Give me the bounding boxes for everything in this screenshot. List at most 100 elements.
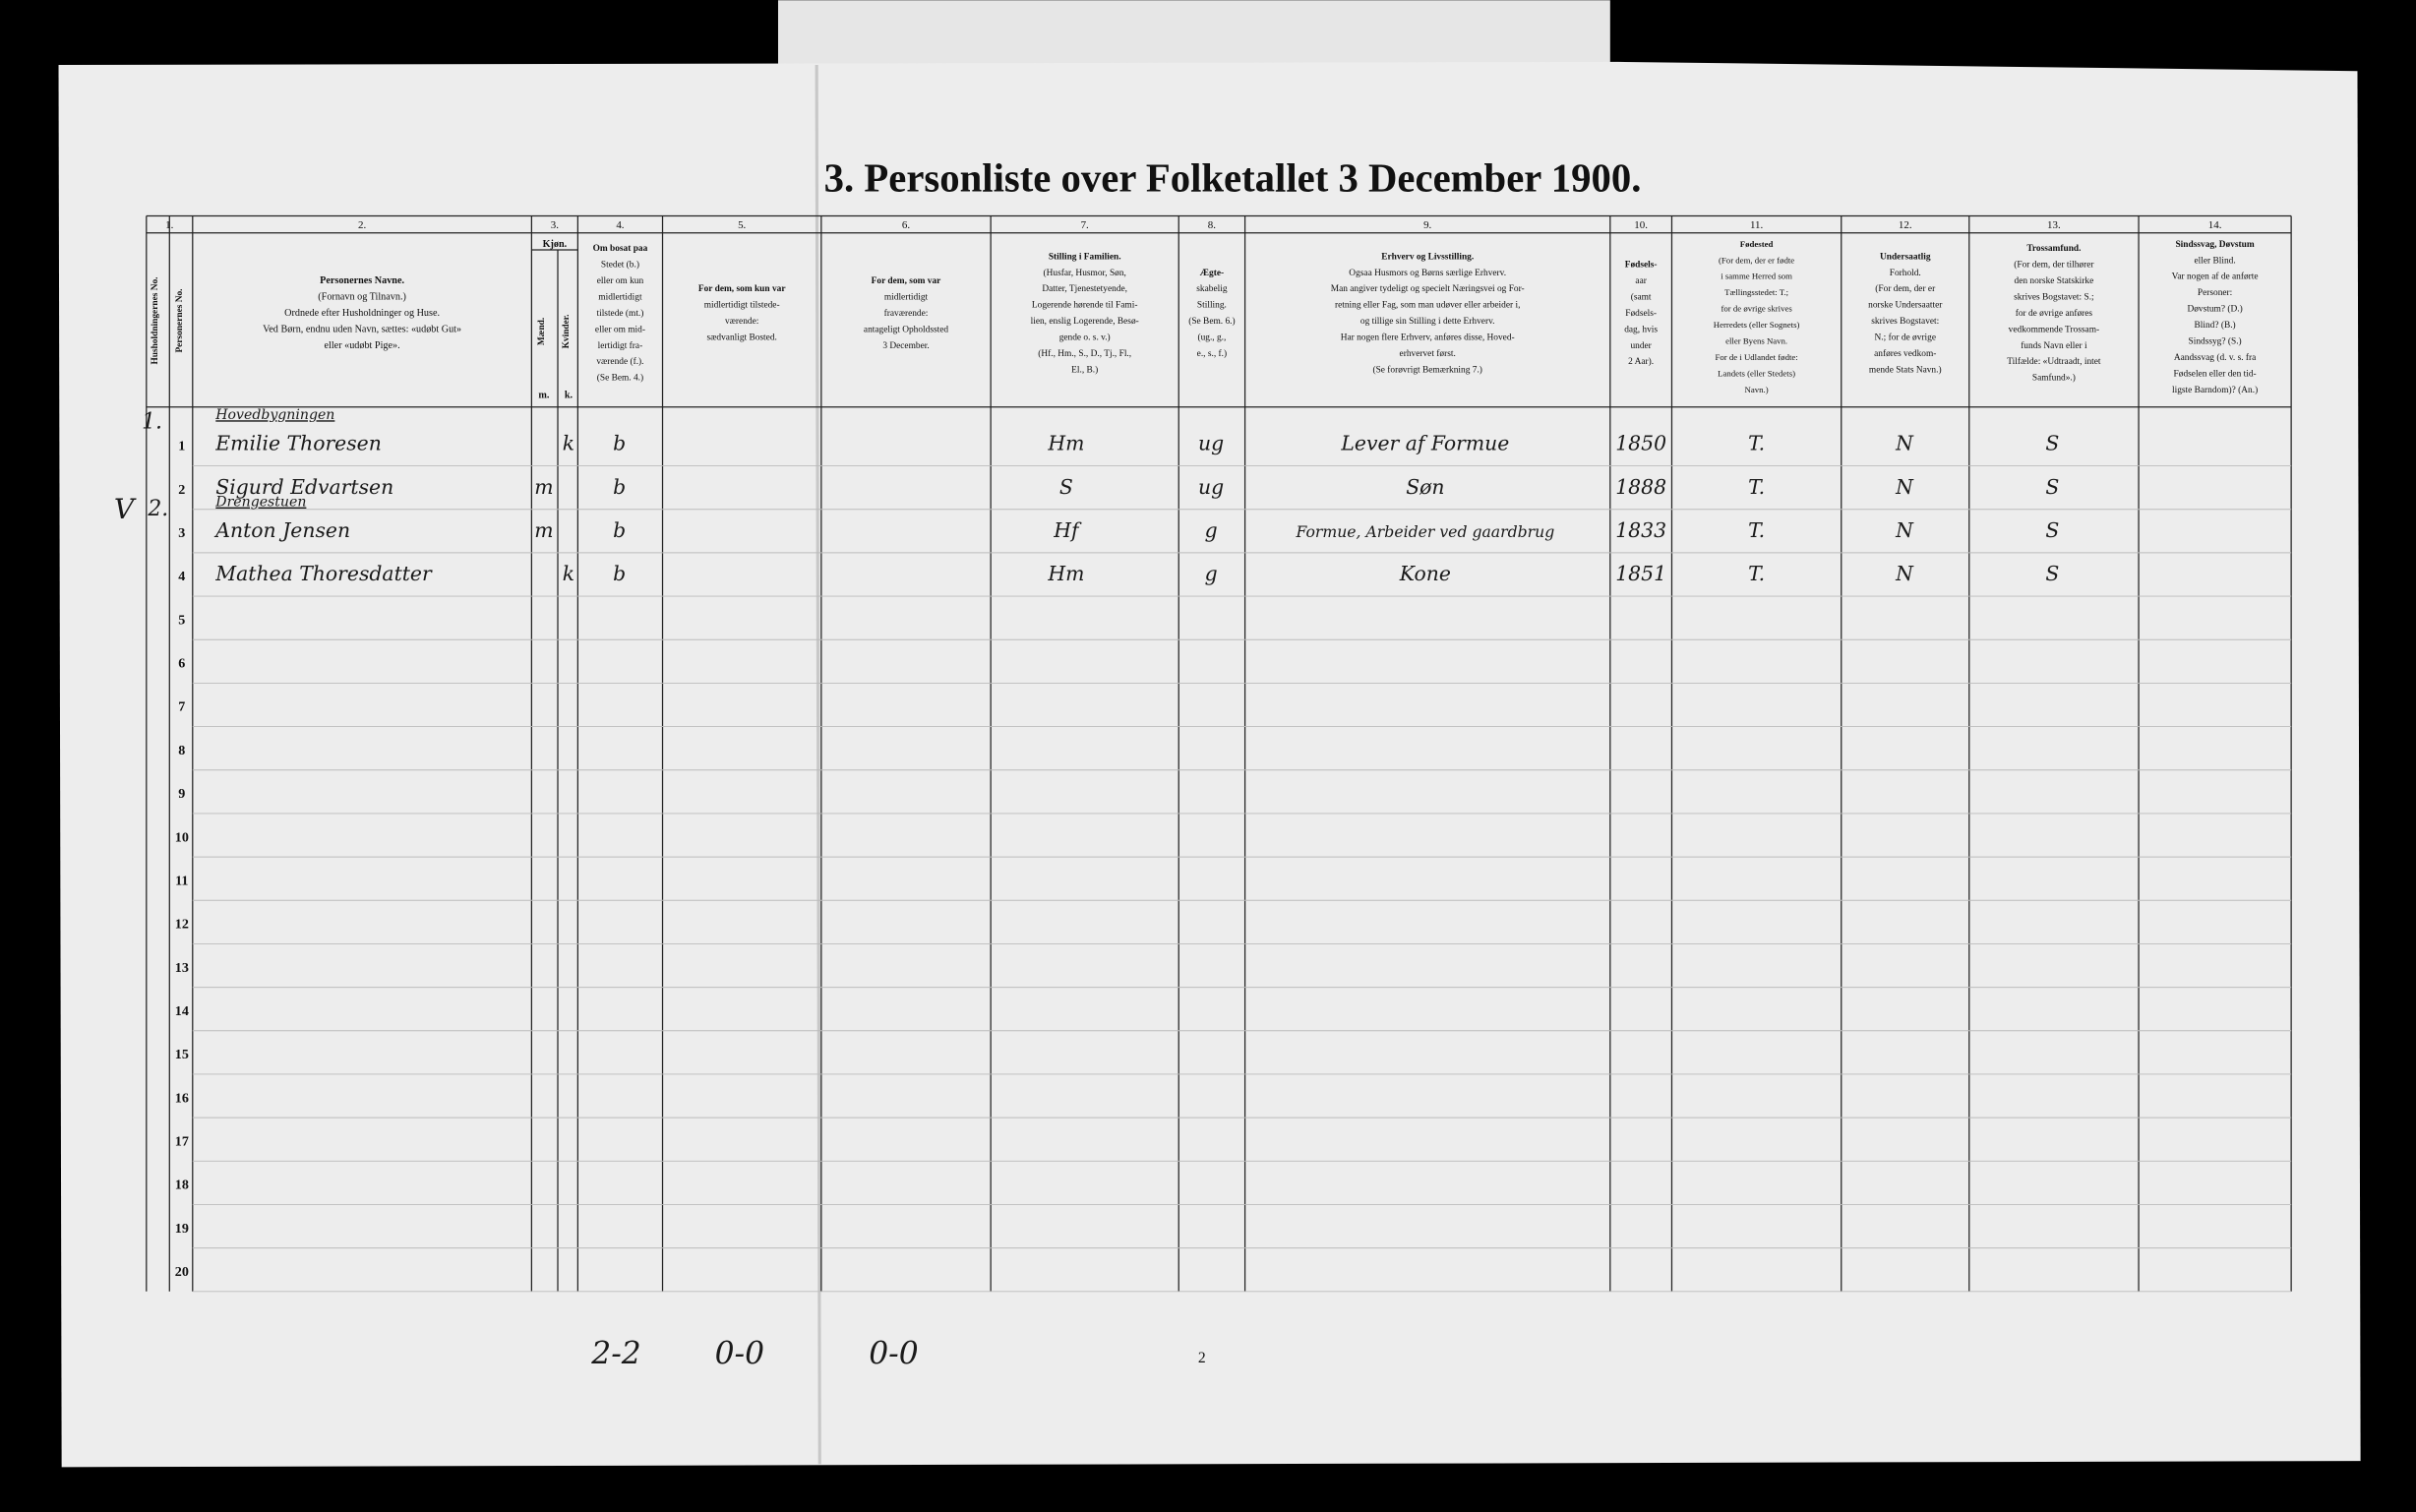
column-header: Kvinder. [562, 315, 572, 349]
column-header: skabelig [1196, 284, 1228, 294]
column-header: m. [538, 390, 549, 400]
column-header: fraværende: [884, 308, 929, 319]
column-header: værende (f.). [596, 356, 643, 367]
column-header: (Se Bem. 4.) [597, 373, 643, 384]
column-header: vedkommende Trossam- [2009, 325, 2099, 334]
column-header: Fødselen eller den tid- [2174, 369, 2257, 379]
paper [58, 61, 2361, 1468]
column-header: aar [1635, 276, 1647, 286]
column-header: dag, hvis [1624, 325, 1658, 334]
column-header: Forhold. [1890, 269, 1921, 278]
column-header: Døvstum? (D.) [2187, 304, 2242, 315]
column-number: 4. [616, 219, 624, 231]
column-header: e., s., f.) [1197, 348, 1227, 359]
column-header: Stilling. [1197, 301, 1227, 311]
column-header: (Husfar, Husmor, Søn, [1043, 268, 1125, 278]
entry-birth-year: 1851 [1615, 562, 1666, 585]
column-header: Ogsaa Husmors og Børns særlige Erhverv. [1349, 269, 1506, 278]
person-number: 8 [178, 743, 185, 758]
column-header: midlertidigt [884, 292, 929, 302]
entry-position: S [1059, 475, 1073, 499]
column-header: Har nogen flere Erhverv, anføres disse, … [1341, 333, 1515, 343]
column-header: lertidigt fra- [598, 340, 643, 351]
entry-position: Hm [1047, 432, 1084, 455]
column-header: Personernes Navne. [320, 275, 404, 286]
person-number: 12 [175, 917, 189, 933]
entry-birth-year: 1888 [1615, 475, 1666, 499]
column-header: eller om mid- [595, 325, 645, 334]
column-header: tilstede (mt.) [596, 308, 643, 319]
column-header: erhvervet først. [1400, 348, 1456, 359]
entry-marital: ug [1198, 475, 1224, 499]
column-header: for de øvrige skrives [1721, 304, 1792, 314]
fold [815, 64, 821, 1465]
column-header: retning eller Fag, som man udøver eller … [1335, 301, 1520, 311]
person-number: 2 [178, 482, 185, 498]
column-header: Om bosat paa [593, 244, 648, 254]
person-number: 4 [178, 569, 185, 584]
column-header: skrives Bogstavet: S.; [2014, 292, 2094, 302]
column-header: midlertidigt [598, 292, 642, 302]
column-header: (Se forøvrigt Bemærkning 7.) [1372, 364, 1481, 375]
entry-birth-year: 1850 [1615, 432, 1666, 455]
entry-name: Anton Jensen [213, 518, 350, 542]
column-header: Sindssyg? (S.) [2189, 336, 2242, 347]
title: 3. Personliste over Folketallet 3 Decemb… [824, 155, 1642, 200]
column-header: eller «udøbt Pige». [325, 340, 400, 351]
household-number: 1. [142, 410, 162, 435]
column-header: Aandssvag (d. v. s. fra [2174, 352, 2257, 363]
column-header: Var nogen af de anførte [2172, 272, 2259, 282]
entry-residence: b [613, 518, 626, 542]
column-header: ligste Barndom)? (An.) [2172, 385, 2258, 395]
check-mark: V [114, 493, 137, 525]
person-number: 5 [178, 612, 185, 628]
column-header: For dem, som var [872, 276, 941, 286]
household-number: 2. [147, 497, 168, 521]
column-header: funds Navn eller i [2021, 340, 2087, 351]
column-header: Ved Børn, endnu uden Navn, sættes: «udøb… [263, 324, 461, 334]
column-header: den norske Statskirke [2015, 276, 2094, 286]
column-header: eller om kun [597, 276, 644, 286]
column-header: (Fornavn og Tilnavn.) [318, 291, 406, 302]
column-header: (Se Bem. 6.) [1188, 316, 1235, 327]
page-number: 2 [1198, 1350, 1206, 1366]
column-header: Navn.) [1745, 385, 1769, 394]
column-header: Personernes No. [175, 288, 185, 352]
entry-marital: ug [1198, 432, 1224, 455]
table: 1. Husholdningernes No. Personernes No. 2. P… [114, 214, 2292, 1371]
column-header: El., B.) [1071, 364, 1098, 375]
column-number: 3. [551, 219, 559, 231]
column-header: For de i Udlandet fødte: [1715, 352, 1797, 362]
column-number: 5. [738, 219, 746, 231]
person-number: 20 [175, 1264, 189, 1280]
column-number: 10. [1634, 219, 1648, 231]
entry-birthplace: T. [1748, 518, 1765, 542]
entry-occupation: Lever af Formue [1340, 432, 1509, 455]
entry-occupation: Kone [1399, 562, 1451, 585]
entry-citizenship: N [1895, 518, 1914, 542]
entry-name: Mathea Thoresdatter [214, 562, 433, 585]
person-number: 10 [175, 829, 189, 845]
entry-citizenship: N [1895, 432, 1914, 455]
column-header: og tillige sin Stilling i dette Erhverv. [1360, 317, 1495, 327]
column-header: Sindssvag, Døvstum [2175, 240, 2254, 250]
column-header: Kjøn. [543, 239, 568, 250]
column-header: Fødested [1740, 239, 1774, 249]
entry-residence: b [613, 475, 626, 499]
person-number: 11 [175, 873, 188, 888]
column-header: eller Blind. [2195, 256, 2236, 266]
column-header: Fødsels- [1625, 309, 1657, 319]
entry-religion: S [2045, 475, 2059, 499]
column-header: under [1630, 341, 1652, 351]
column-header: Undersaatlig [1880, 252, 1931, 262]
column-header: Erhverv og Livsstilling. [1381, 252, 1474, 262]
column-header: Landets (eller Stedets) [1718, 368, 1795, 378]
entry-citizenship: N [1895, 562, 1914, 585]
column-header: anføres vedkom- [1874, 348, 1936, 359]
person-number: 6 [178, 656, 185, 672]
column-header: Stilling i Familien. [1049, 252, 1121, 262]
entry-residence: b [613, 432, 626, 455]
column-header: Husholdningernes No. [151, 276, 160, 364]
column-header: Mænd. [537, 318, 547, 345]
